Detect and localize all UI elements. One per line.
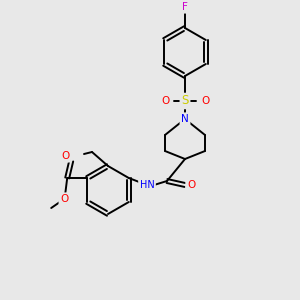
Text: N: N xyxy=(181,114,189,124)
Text: F: F xyxy=(182,2,188,12)
Text: O: O xyxy=(61,151,69,161)
Text: O: O xyxy=(187,180,195,190)
Text: HN: HN xyxy=(140,180,154,190)
Text: O: O xyxy=(60,194,68,204)
Text: O: O xyxy=(201,96,209,106)
Text: O: O xyxy=(161,96,169,106)
Text: S: S xyxy=(181,94,189,107)
